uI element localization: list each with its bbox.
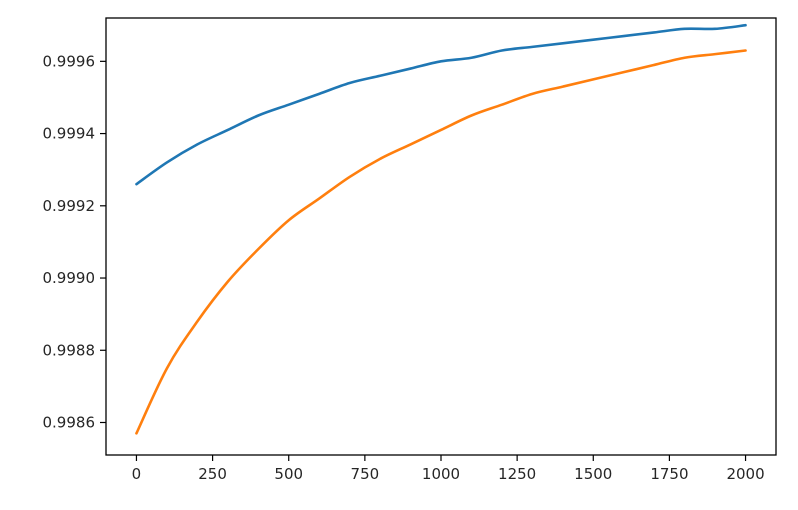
y-tick-label: 0.9990	[43, 269, 96, 287]
y-tick-label: 0.9994	[43, 125, 96, 143]
series-line-1	[135, 23, 747, 186]
plot-area-frame	[105, 17, 777, 456]
x-tick-label: 1250	[498, 465, 536, 483]
y-axis: 0.9986 0.9988 0.9990 0.9992 0.9994 0.9996	[43, 52, 106, 431]
x-tick-label: 500	[274, 465, 303, 483]
x-tick-label: 2000	[726, 465, 764, 483]
x-tick-label: 1750	[650, 465, 688, 483]
y-tick-label: 0.9996	[43, 52, 96, 70]
x-tick-label: 1500	[574, 465, 612, 483]
x-tick-label: 750	[351, 465, 380, 483]
x-axis: 0 250 500 750 1000 1250 1500 1750 2000	[132, 455, 765, 483]
y-tick-label: 0.9992	[43, 197, 96, 215]
series-line-2	[135, 49, 747, 435]
x-tick-label: 1000	[422, 465, 460, 483]
x-tick-label: 0	[132, 465, 142, 483]
y-tick-label: 0.9986	[43, 413, 96, 431]
series-layer	[135, 23, 747, 435]
x-tick-label: 250	[198, 465, 227, 483]
y-tick-label: 0.9988	[43, 341, 96, 359]
